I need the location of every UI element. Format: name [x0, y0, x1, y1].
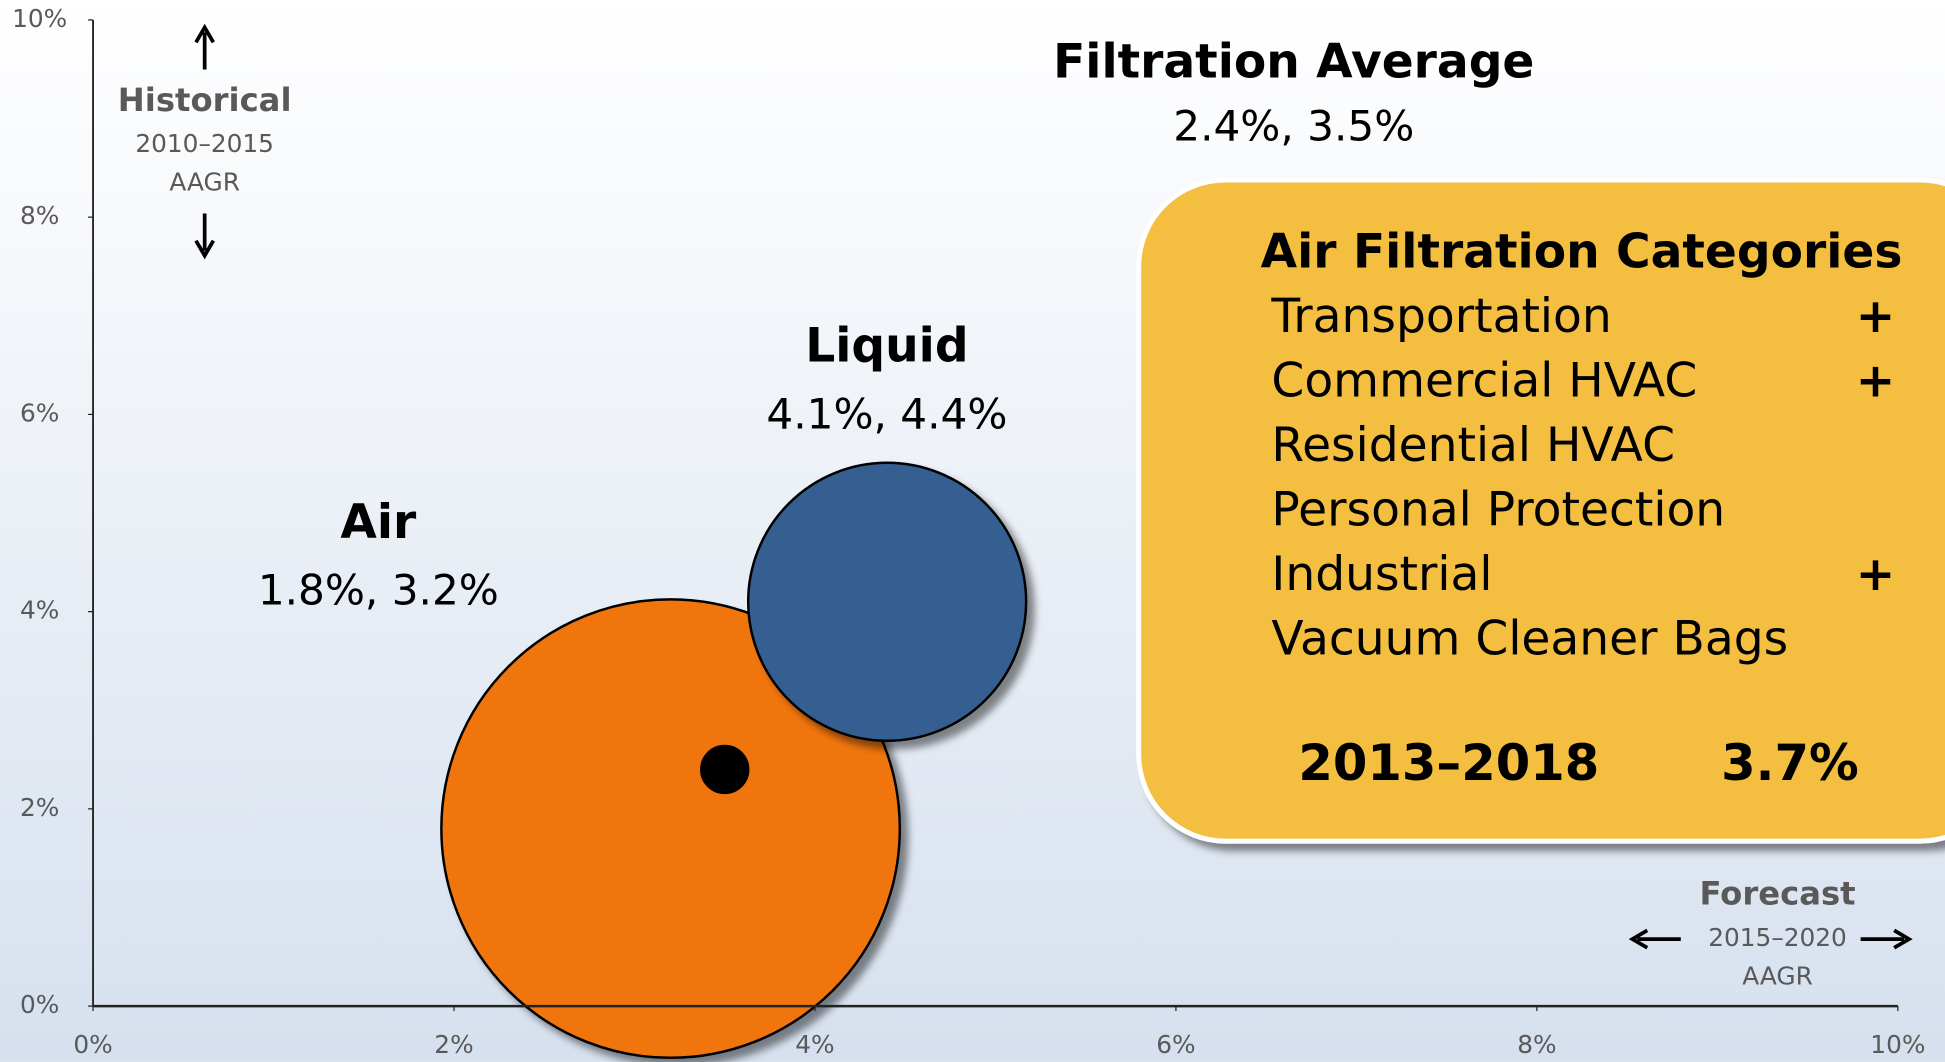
y-tick-label: 0%: [20, 990, 59, 1019]
y-tick-label: 4%: [20, 596, 59, 625]
y-axis-period: 2010–2015: [135, 129, 274, 158]
panel-rate: 3.7%: [1721, 734, 1859, 792]
panel-item: Residential HVAC: [1271, 418, 1675, 473]
panel-item: Personal Protection: [1271, 482, 1725, 537]
bubble-name: Filtration Average: [1053, 35, 1534, 90]
panel-period: 2013–2018: [1298, 734, 1599, 792]
y-tick-label: 8%: [20, 201, 59, 230]
bubble-value-label: 4.1%, 4.4%: [766, 389, 1007, 438]
x-axis-period: 2015–2020: [1708, 923, 1847, 952]
y-axis-title: Historical: [118, 81, 292, 119]
panel-item: Transportation: [1270, 289, 1611, 344]
panel-item: Industrial: [1271, 547, 1492, 602]
panel-item-mark: +: [1856, 547, 1896, 602]
panel-item-mark: +: [1856, 353, 1896, 408]
panel: [1136, 177, 1945, 844]
bubble: [440, 598, 902, 1060]
y-tick-label: 2%: [20, 793, 59, 822]
x-tick-label: 2%: [434, 1030, 473, 1059]
y-tick-label: 10%: [12, 4, 67, 33]
bubble-value-label: 2.4%, 3.5%: [1173, 102, 1414, 151]
x-tick-label: 0%: [73, 1030, 112, 1059]
bubble: [700, 744, 750, 795]
x-tick-label: 10%: [1870, 1030, 1925, 1059]
bubble-value-label: 1.8%, 3.2%: [258, 566, 499, 615]
bubble-name: Air: [340, 495, 417, 550]
arrow-left: [1628, 928, 1681, 950]
panel-item-mark: +: [1856, 289, 1896, 344]
x-tick-label: 6%: [1156, 1030, 1195, 1059]
panel-item: Vacuum Cleaner Bags: [1271, 611, 1788, 666]
panel-item: Commercial HVAC: [1271, 353, 1697, 408]
x-tick-label: 8%: [1517, 1030, 1556, 1059]
x-axis-title: Forecast: [1699, 875, 1855, 913]
x-tick-label: 4%: [795, 1030, 834, 1059]
panel-title: Air Filtration Categories: [1261, 224, 1903, 279]
bubble-name: Liquid: [805, 319, 968, 374]
bubble: [746, 461, 1028, 742]
y-axis-measure: AAGR: [169, 168, 240, 197]
arrow-up: [194, 23, 215, 70]
plot: [440, 461, 1028, 1060]
y-tick-label: 6%: [20, 398, 59, 427]
arrow-right: [1860, 928, 1913, 950]
x-axis-measure: AAGR: [1742, 962, 1813, 991]
arrow-down: [194, 213, 215, 260]
